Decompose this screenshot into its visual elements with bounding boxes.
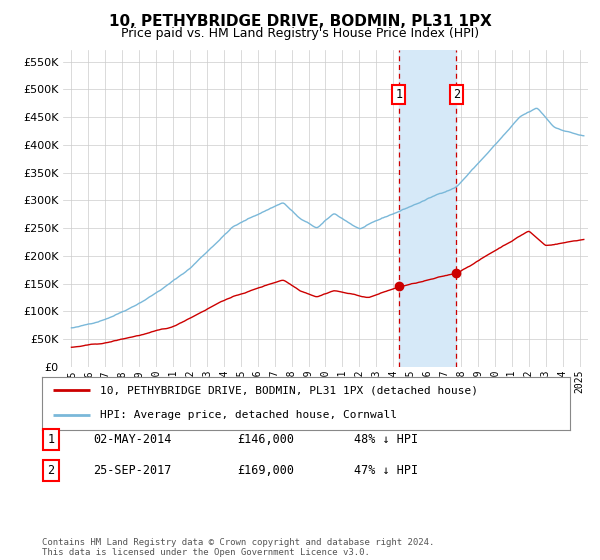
Text: 47% ↓ HPI: 47% ↓ HPI <box>354 464 418 477</box>
Text: 10, PETHYBRIDGE DRIVE, BODMIN, PL31 1PX (detached house): 10, PETHYBRIDGE DRIVE, BODMIN, PL31 1PX … <box>100 385 478 395</box>
Text: 25-SEP-2017: 25-SEP-2017 <box>93 464 172 477</box>
Text: 2: 2 <box>47 464 55 477</box>
Bar <box>399 50 457 367</box>
Text: 1: 1 <box>47 433 55 446</box>
Text: 1: 1 <box>395 88 403 101</box>
Text: £146,000: £146,000 <box>237 433 294 446</box>
Text: Price paid vs. HM Land Registry's House Price Index (HPI): Price paid vs. HM Land Registry's House … <box>121 27 479 40</box>
Text: 10, PETHYBRIDGE DRIVE, BODMIN, PL31 1PX: 10, PETHYBRIDGE DRIVE, BODMIN, PL31 1PX <box>109 14 491 29</box>
Text: 2: 2 <box>453 88 460 101</box>
Text: £169,000: £169,000 <box>237 464 294 477</box>
Text: Contains HM Land Registry data © Crown copyright and database right 2024.
This d: Contains HM Land Registry data © Crown c… <box>42 538 434 557</box>
Text: 48% ↓ HPI: 48% ↓ HPI <box>354 433 418 446</box>
Text: 02-MAY-2014: 02-MAY-2014 <box>93 433 172 446</box>
Text: HPI: Average price, detached house, Cornwall: HPI: Average price, detached house, Corn… <box>100 410 397 420</box>
